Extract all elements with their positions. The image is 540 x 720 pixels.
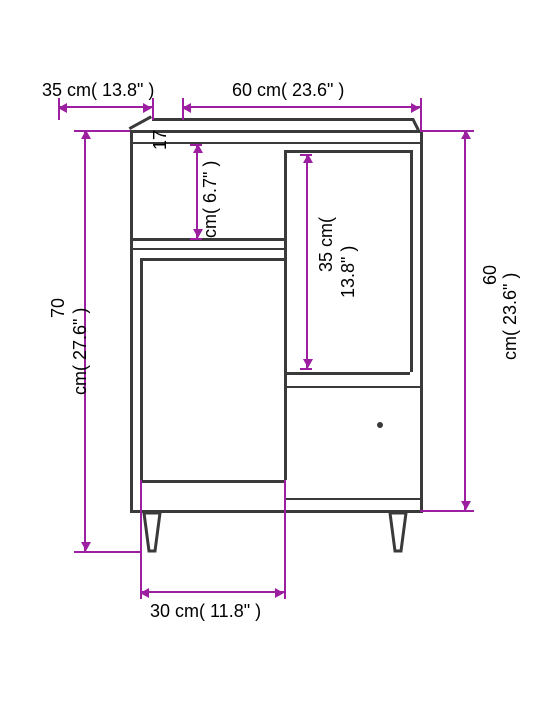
furn-top-under — [130, 142, 420, 144]
dim-width-tick-l — [182, 98, 184, 120]
dim-doorh-label-sub: 13.8" ) — [338, 246, 359, 298]
dim-totalh-label-sub: cm( 27.6" ) — [70, 308, 91, 395]
dim-depth-line — [58, 106, 152, 108]
dim-depth-arr-r — [143, 103, 152, 113]
furn-top-diag-l — [129, 115, 152, 130]
dim-totalh-tick-t — [74, 130, 84, 132]
ld-top — [140, 258, 284, 261]
dim-ldw-line — [140, 591, 284, 593]
dim-bodyh-line — [464, 130, 466, 510]
dim-depth-tick-r — [152, 98, 154, 120]
furn-top-back — [152, 118, 414, 121]
dim-depth-tick-l — [58, 98, 60, 120]
dim-width-ext-r — [420, 106, 422, 130]
ld-right — [284, 258, 287, 480]
dim-doorh-label-main: 35 cm( — [316, 217, 337, 272]
rd-top — [284, 150, 410, 153]
dim-shelfgap-tick-b — [190, 238, 202, 240]
dim-depth-label: 35 cm( 13.8" ) — [42, 80, 154, 101]
furn-top — [130, 130, 420, 133]
peg-hole — [377, 422, 383, 428]
furn-right — [420, 130, 423, 513]
dimension-diagram: 35 cm( 13.8" ) 60 cm( 23.6" ) 17 cm( 6.7" )… — [0, 0, 540, 720]
dim-bodyh-arr-b — [461, 501, 471, 510]
dim-bodyh-tick-t — [464, 130, 474, 132]
dim-doorh-tick-b — [300, 368, 312, 370]
dim-shelfgap-label-sub: cm( 6.7" ) — [200, 161, 221, 238]
dim-ldw-label: 30 cm( 11.8" ) — [150, 601, 261, 622]
dim-shelfgap-label-main: 17 — [150, 130, 171, 150]
dim-ldw-ext-l — [140, 480, 142, 591]
dim-bodyh-label-main: 60 — [480, 265, 501, 285]
shelf-under — [130, 248, 284, 250]
dim-totalh-label-main: 70 — [48, 298, 69, 318]
furn-left — [130, 130, 133, 513]
dim-width-arr-r — [411, 103, 420, 113]
dim-width-line — [182, 106, 420, 108]
dim-totalh-ext-t — [84, 130, 130, 132]
dim-width-label: 60 cm( 23.6" ) — [232, 80, 344, 101]
dim-ldw-ext-r — [284, 480, 286, 591]
dim-ldw-arr-r — [275, 588, 284, 598]
furn-leg — [141, 513, 163, 555]
dim-bodyh-label-sub: cm( 23.6" ) — [500, 273, 521, 360]
ld-left — [140, 258, 143, 480]
dim-doorh-arr-b — [303, 359, 313, 368]
dim-bodyh-tick-b — [464, 510, 474, 512]
bottom-board — [284, 498, 420, 500]
rd-right — [410, 150, 413, 372]
furn-bottom — [130, 510, 420, 513]
dim-bodyh-ext-b — [420, 510, 464, 512]
dim-totalh-arr-b — [81, 542, 91, 551]
dim-doorh-line — [306, 154, 308, 368]
furn-leg — [387, 513, 409, 555]
rd-bot — [284, 372, 410, 375]
dim-shelfgap-tick-t — [190, 144, 202, 146]
dim-bodyh-ext-t — [420, 130, 464, 132]
dim-totalh-tick-b — [74, 551, 84, 553]
lower-shelf — [284, 386, 420, 388]
dim-shelfgap-line — [196, 144, 198, 238]
dim-totalh-ext-b — [84, 551, 142, 553]
ld-bot — [140, 480, 284, 483]
shelf — [130, 238, 284, 241]
dim-doorh-tick-t — [300, 154, 312, 156]
